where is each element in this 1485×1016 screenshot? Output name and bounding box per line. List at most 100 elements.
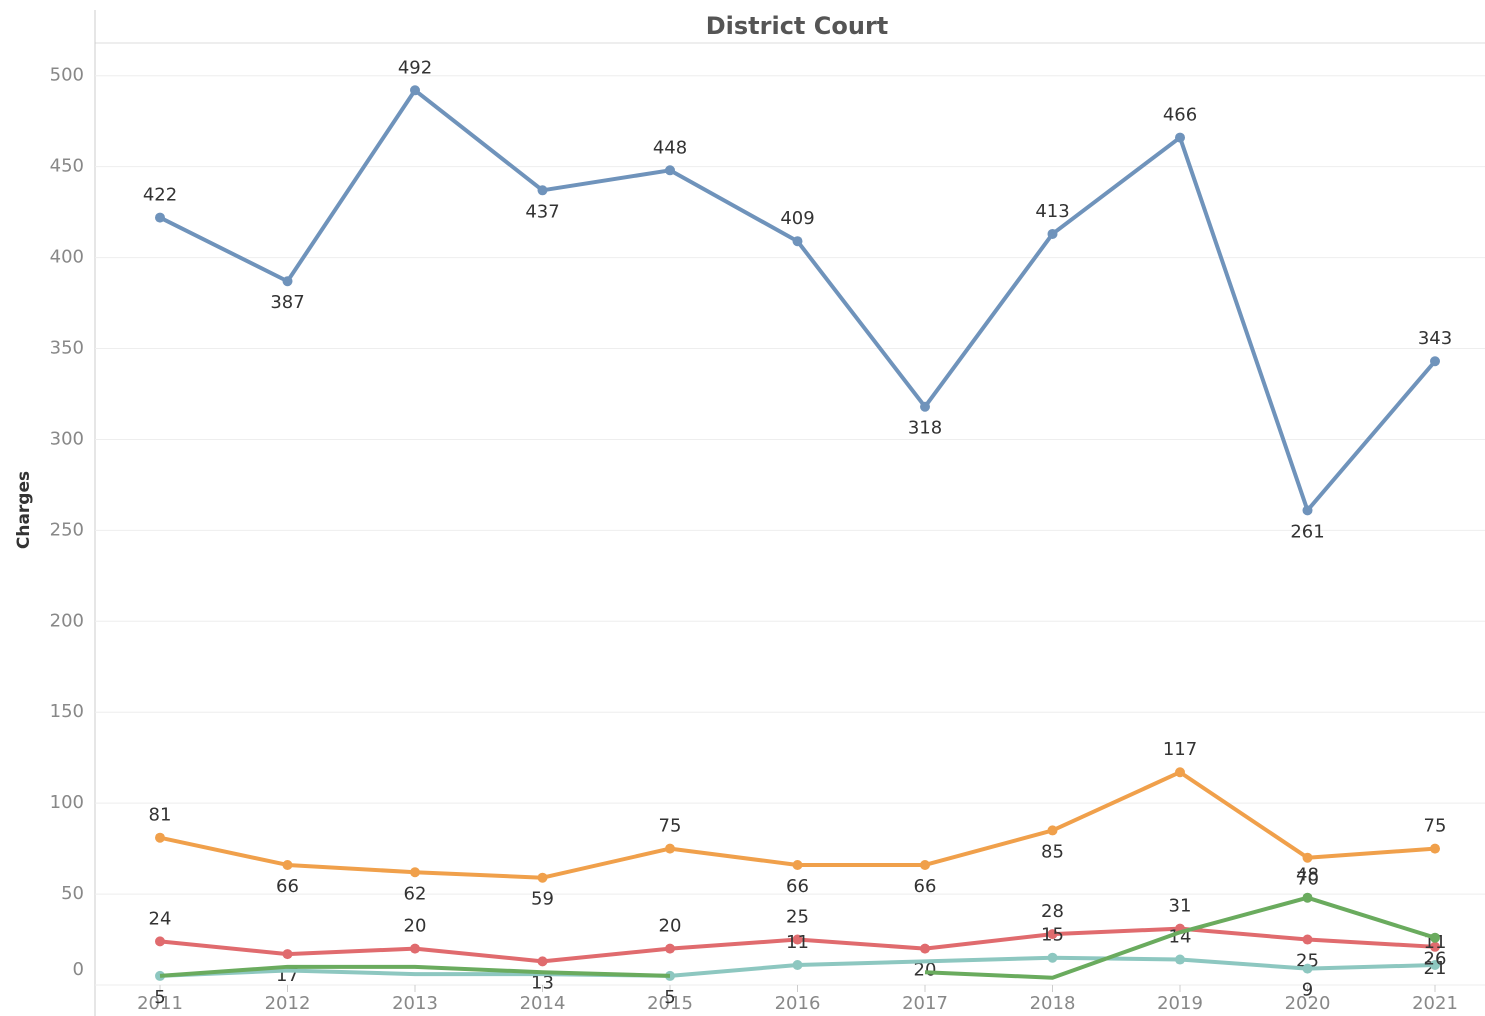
point (1430, 356, 1440, 367)
data-label: 20 (404, 916, 427, 937)
data-label: 81 (149, 805, 172, 826)
data-label: 437 (525, 201, 559, 222)
data-label: 20 (659, 916, 682, 937)
data-label: 59 (531, 889, 554, 910)
data-label: 48 (1296, 865, 1319, 886)
data-label: 9 (1302, 980, 1313, 1001)
data-label: 75 (1424, 816, 1447, 837)
point (1430, 959, 1440, 970)
data-label: 5 (664, 987, 675, 1008)
data-label: 413 (1035, 201, 1069, 222)
x-tick-label: 2019 (1157, 993, 1203, 1014)
x-tick-label: 2012 (265, 993, 311, 1014)
data-label: 15 (1041, 925, 1064, 946)
y-tick-label: 150 (50, 701, 84, 722)
data-label: 11 (786, 932, 809, 953)
data-label: 85 (1041, 841, 1064, 862)
x-tick-label: 2020 (1285, 993, 1331, 1014)
data-label: 422 (143, 185, 177, 206)
point (1302, 963, 1313, 974)
point (792, 959, 803, 970)
point (920, 943, 930, 954)
data-label: 409 (780, 208, 814, 229)
data-label: 343 (1418, 328, 1452, 349)
point (1302, 934, 1313, 945)
point (1430, 843, 1440, 854)
point (1430, 932, 1440, 943)
data-label: 75 (659, 816, 682, 837)
point (282, 859, 293, 870)
x-tick-label: 2015 (647, 993, 693, 1014)
point (1302, 505, 1313, 516)
data-label: 387 (270, 292, 304, 313)
y-tick-label: 0 (73, 959, 84, 980)
y-tick-label: 450 (50, 156, 84, 177)
point (1047, 228, 1058, 239)
data-label: 5 (154, 987, 165, 1008)
point (665, 843, 675, 854)
point (792, 236, 803, 247)
data-label: 20 (914, 960, 937, 981)
data-label: 318 (908, 418, 942, 439)
point (792, 859, 803, 870)
y-tick-label: 200 (50, 610, 84, 631)
x-tick-label: 2016 (775, 993, 821, 1014)
point (537, 185, 548, 196)
x-tick-label: 2014 (520, 993, 566, 1014)
y-axis-label: Charges (14, 471, 34, 549)
x-tick-label: 2017 (902, 993, 948, 1014)
point (1047, 952, 1058, 963)
point (1047, 929, 1058, 940)
point (1175, 954, 1185, 965)
y-tick-label: 400 (50, 247, 84, 268)
point (1175, 132, 1185, 143)
data-label: 66 (276, 876, 299, 897)
data-label: 24 (149, 908, 172, 929)
data-label: 261 (1290, 521, 1324, 542)
series-line (924, 895, 1436, 980)
point (1302, 852, 1313, 863)
data-label: 466 (1163, 105, 1197, 126)
point (155, 212, 165, 223)
x-tick-label: 2011 (137, 993, 183, 1014)
data-label: 448 (653, 137, 687, 158)
y-tick-label: 350 (50, 338, 84, 359)
point (537, 956, 548, 967)
y-tick-label: 100 (50, 792, 84, 813)
point (155, 936, 165, 947)
data-label: 66 (786, 876, 809, 897)
data-label: 70 (1296, 869, 1319, 890)
point (920, 401, 930, 412)
data-label: 28 (1041, 901, 1064, 922)
x-tick-label: 2013 (392, 993, 438, 1014)
point (537, 872, 548, 883)
data-label: 62 (404, 883, 427, 904)
point (1302, 892, 1313, 903)
x-tick-label: 2021 (1412, 993, 1458, 1014)
point (920, 859, 930, 870)
point (665, 165, 675, 176)
y-tick-label: 300 (50, 428, 84, 449)
point (665, 943, 675, 954)
data-label: 13 (531, 972, 554, 993)
point (155, 832, 165, 843)
y-tick-label: 250 (50, 519, 84, 540)
point (1430, 941, 1440, 952)
point (410, 867, 420, 878)
point (1047, 825, 1058, 836)
x-tick-label: 2018 (1030, 993, 1076, 1014)
data-label: 492 (398, 57, 432, 78)
data-label: 66 (914, 876, 937, 897)
point (1175, 767, 1185, 778)
point (410, 943, 420, 954)
point (410, 85, 420, 96)
y-tick-label: 50 (61, 883, 84, 904)
point (282, 276, 293, 287)
y-tick-label: 500 (50, 65, 84, 86)
data-label: 25 (786, 907, 809, 928)
point (282, 949, 293, 960)
data-label: 31 (1169, 896, 1192, 917)
point (792, 934, 803, 945)
series-line (159, 964, 671, 978)
